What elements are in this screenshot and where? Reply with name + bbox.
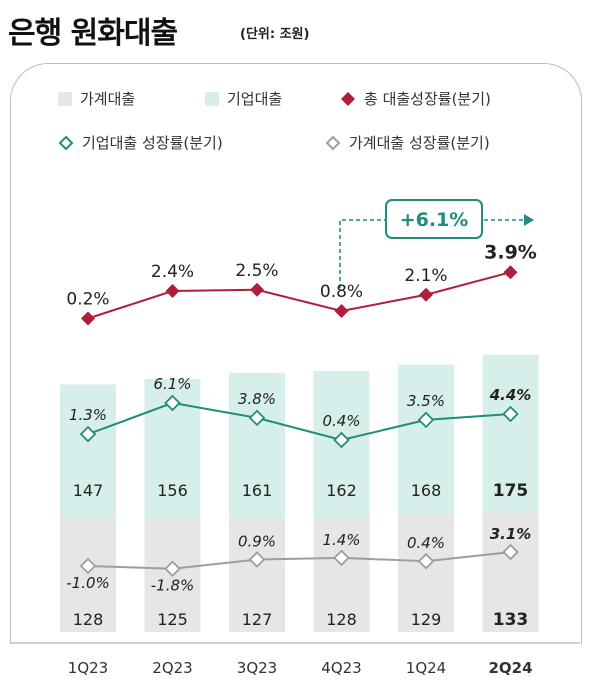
corporate-value-label: 162 (326, 481, 357, 500)
corporate-growth-point (79, 425, 97, 443)
household-growth-value-label: 1.4% (322, 531, 360, 549)
total-growth-value-label: 2.1% (404, 266, 447, 286)
corporate-growth-point (502, 405, 519, 423)
corporate-value-label: 156 (157, 481, 188, 500)
household-value-label: 125 (157, 610, 188, 629)
total-growth-point (419, 287, 433, 302)
household-growth-point (502, 543, 519, 561)
household-growth-value-label: -1.0% (66, 574, 110, 592)
corporate-value-label: 147 (73, 481, 104, 500)
corporate-growth-value-label: 1.3% (69, 406, 107, 424)
x-tick-label: 4Q23 (321, 659, 361, 677)
corporate-growth-point (333, 431, 350, 449)
total-growth-point (334, 304, 349, 318)
legend-corporate: 기업대출 (205, 88, 282, 109)
diamond-outline-icon (325, 135, 341, 150)
total-growth-value-label: 0.2% (66, 290, 109, 310)
corporate-swatch (205, 91, 219, 106)
total-growth-point (250, 282, 264, 297)
household-bar (229, 517, 285, 632)
callout-connector (339, 219, 385, 288)
x-tick-label: 1Q23 (68, 659, 108, 677)
diamond-filled-icon (341, 91, 355, 106)
legend-household-label: 가계대출 (80, 90, 136, 108)
legend-total: 총 대출성장률(분기) (340, 88, 491, 109)
household-value-label: 128 (73, 610, 104, 629)
household-swatch (58, 91, 72, 106)
corporate-value-label: 161 (242, 481, 273, 500)
household-growth-line (87, 551, 511, 570)
household-growth-value-label: 3.1% (490, 525, 532, 543)
corporate-growth-point (248, 409, 266, 427)
total-growth-point (165, 284, 180, 298)
household-growth-value-label: -1.8% (151, 577, 195, 595)
total-growth-point (81, 311, 95, 326)
legend-household: 가계대출 (58, 88, 135, 109)
legend-household-rate-label: 가계대출 성장률(분기) (349, 134, 490, 152)
total-growth-value-label: 0.8% (320, 282, 363, 302)
corporate-bar (398, 364, 454, 516)
household-growth-point (248, 551, 266, 568)
legend-corporate-rate-label: 기업대출 성장률(분기) (82, 134, 223, 152)
household-growth-point (333, 549, 350, 567)
total-growth-value-label: 3.9% (484, 241, 537, 263)
corporate-bar (60, 384, 116, 517)
total-growth-value-label: 2.5% (235, 261, 278, 281)
corporate-growth-point (417, 411, 435, 429)
household-growth-value-label: 0.9% (238, 533, 276, 551)
growth-callout: +6.1% (339, 199, 534, 288)
corporate-value-label: 168 (411, 481, 442, 500)
legend-corporate-rate: 기업대출 성장률(분기) (58, 132, 223, 153)
x-tick-label: 3Q23 (237, 659, 277, 677)
household-growth-point (417, 552, 435, 570)
corporate-bar (482, 354, 539, 513)
callout-box (385, 199, 483, 239)
legend-total-label: 총 대출성장률(분기) (364, 90, 491, 108)
legend-corporate-label: 기업대출 (227, 90, 283, 108)
household-bar (398, 515, 454, 632)
corporate-growth-value-label: 3.8% (238, 390, 276, 408)
corporate-growth-value-label: 0.4% (322, 412, 360, 430)
household-growth-value-label: 0.4% (407, 534, 445, 552)
arrow-right-icon (524, 214, 534, 226)
corporate-growth-point (164, 394, 181, 412)
x-tick-label: 2Q23 (152, 659, 192, 677)
household-value-label: 129 (411, 610, 442, 629)
unit-label: (단위: 조원) (240, 27, 310, 42)
household-value-label: 127 (242, 610, 273, 629)
page-title: 은행 원화대출 (8, 16, 178, 51)
total-growth-value-label: 2.4% (151, 262, 194, 282)
household-bar (313, 516, 370, 632)
callout-text: +6.1% (400, 209, 469, 231)
corporate-growth-value-label: 3.5% (407, 392, 445, 410)
diamond-outline-icon (58, 135, 74, 150)
corporate-value-label: 175 (493, 481, 529, 501)
household-growth-point (164, 560, 181, 577)
household-bar (482, 512, 539, 632)
chart-panel (10, 63, 582, 644)
household-growth-point (79, 557, 97, 575)
total-growth-line (87, 271, 511, 320)
legend-household-rate: 가계대출 성장률(분기) (325, 132, 490, 153)
total-growth-point (503, 265, 518, 280)
household-bar (60, 516, 116, 632)
household-value-label: 128 (326, 610, 357, 629)
corporate-bar (229, 372, 285, 518)
x-tick-label: 2Q24 (488, 659, 532, 677)
corporate-growth-line (87, 401, 511, 442)
corporate-growth-value-label: 4.4% (489, 386, 532, 404)
household-value-label: 133 (493, 610, 529, 630)
x-tick-label: 1Q24 (406, 659, 446, 677)
corporate-growth-value-label: 6.1% (153, 375, 191, 393)
